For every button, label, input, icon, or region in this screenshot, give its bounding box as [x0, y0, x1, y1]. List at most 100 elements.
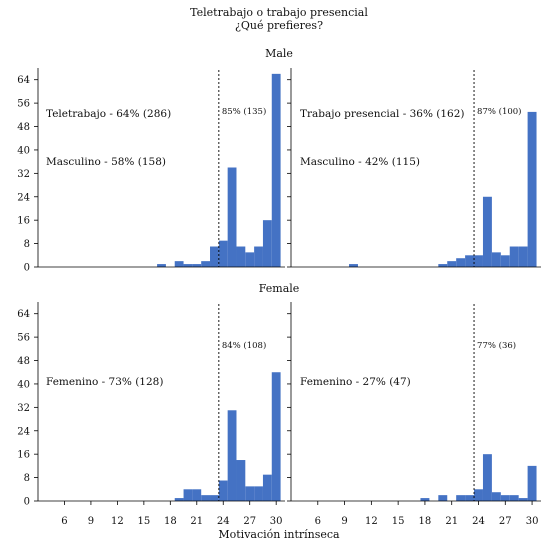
bar [192, 264, 202, 267]
bar [245, 486, 255, 501]
facet-label-male: Male [265, 47, 293, 60]
x-tick-label: 30 [526, 516, 539, 527]
y-tick-label: 16 [17, 450, 30, 461]
x-tick-label: 12 [111, 516, 124, 527]
y-tick-label: 8 [24, 473, 30, 484]
bar [218, 240, 228, 267]
bar [254, 246, 263, 267]
y-tick-label: 64 [17, 309, 30, 320]
bar [465, 255, 475, 267]
x-tick-label: 24 [217, 516, 230, 527]
bar [201, 495, 211, 501]
bar [509, 495, 519, 501]
chart-title: Teletrabajo o trabajo presencial [190, 6, 368, 19]
bar [456, 258, 466, 267]
x-tick-label: 18 [419, 516, 432, 527]
bar [192, 489, 202, 501]
reference-line-label: 77% (36) [477, 340, 516, 351]
bar [456, 495, 466, 501]
bar [201, 261, 211, 267]
y-tick-label: 64 [17, 75, 30, 86]
bar [236, 460, 246, 501]
bar [157, 264, 166, 267]
bar [474, 255, 483, 267]
bar [438, 264, 448, 267]
bar [254, 486, 263, 501]
y-tick-label: 0 [24, 497, 30, 508]
panel-annotation: Masculino - 58% (158) [46, 156, 166, 168]
bar [482, 454, 492, 501]
reference-line-label: 84% (108) [222, 340, 266, 351]
bar [227, 410, 237, 501]
y-tick-label: 24 [17, 426, 30, 437]
bar [262, 220, 272, 267]
bar [271, 73, 281, 268]
y-tick-label: 32 [17, 403, 30, 414]
bar [465, 495, 475, 501]
panel-annotation: Femenino - 73% (128) [46, 376, 163, 388]
bar [527, 111, 537, 267]
bar [349, 264, 358, 267]
y-tick-label: 8 [24, 239, 30, 250]
y-tick-label: 24 [17, 192, 30, 203]
x-tick-label: 27 [243, 516, 256, 527]
panel-annotation: Trabajo presencial - 36% (162) [300, 108, 465, 120]
panel-annotation: Masculino - 42% (115) [300, 156, 420, 168]
bar [491, 492, 501, 501]
bar [447, 261, 457, 267]
y-tick-label: 32 [17, 169, 30, 180]
bar [438, 495, 448, 501]
y-tick-label: 48 [17, 356, 30, 367]
x-tick-label: 15 [392, 516, 405, 527]
y-tick-label: 16 [17, 216, 30, 227]
bar [271, 372, 281, 501]
x-tick-label: 18 [164, 516, 177, 527]
bar [174, 261, 184, 267]
bar [420, 498, 430, 501]
reference-line-label: 85% (135) [222, 106, 266, 117]
x-tick-label: 21 [190, 516, 203, 527]
y-tick-label: 56 [17, 333, 30, 344]
bar [183, 264, 193, 267]
bar [491, 252, 501, 267]
bar [500, 255, 510, 267]
x-axis-label: Motivación intrínseca [218, 528, 340, 541]
panel-annotation: Femenino - 27% (47) [300, 376, 411, 388]
bar [210, 246, 219, 267]
y-tick-label: 40 [17, 379, 30, 390]
x-tick-label: 6 [61, 516, 67, 527]
bar [500, 495, 510, 501]
bar [183, 489, 193, 501]
bar [474, 489, 483, 501]
x-tick-label: 6 [315, 516, 321, 527]
y-tick-label: 40 [17, 145, 30, 156]
bar [518, 246, 528, 267]
x-tick-label: 27 [499, 516, 512, 527]
y-tick-label: 48 [17, 122, 30, 133]
bar [509, 246, 519, 267]
panel-annotation: Teletrabajo - 64% (286) [46, 108, 171, 120]
bar [482, 196, 492, 267]
bar [527, 465, 537, 501]
x-tick-label: 30 [270, 516, 283, 527]
bar [174, 498, 184, 501]
bar [262, 474, 272, 501]
bar [518, 498, 528, 501]
bar [245, 252, 255, 267]
x-tick-label: 9 [341, 516, 347, 527]
bar [227, 167, 237, 267]
x-tick-label: 9 [88, 516, 94, 527]
x-tick-label: 12 [365, 516, 378, 527]
x-tick-label: 15 [137, 516, 150, 527]
y-tick-label: 56 [17, 99, 30, 110]
x-tick-label: 24 [472, 516, 485, 527]
y-tick-label: 0 [24, 263, 30, 274]
reference-line-label: 87% (100) [477, 106, 521, 117]
bar [210, 495, 219, 501]
x-tick-label: 21 [445, 516, 458, 527]
bar [236, 246, 246, 267]
chart-subtitle: ¿Qué prefieres? [235, 19, 323, 32]
facet-label-female: Female [258, 282, 300, 295]
bar [218, 480, 228, 501]
